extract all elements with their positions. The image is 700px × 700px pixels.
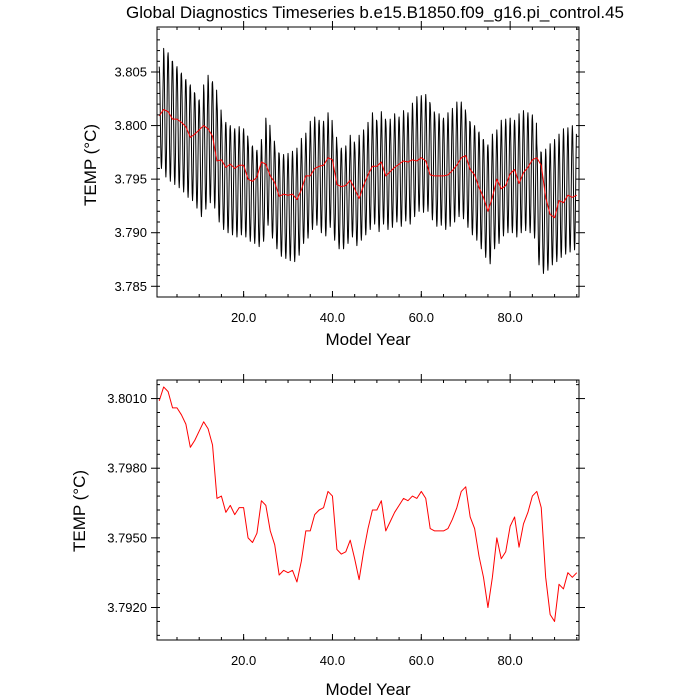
y-tick-label: 3.8010 — [107, 391, 147, 406]
chart-title: Global Diagnostics Timeseries b.e15.B185… — [126, 3, 624, 22]
y-tick-label: 3.805 — [114, 65, 147, 80]
y-tick-label: 3.795 — [114, 172, 147, 187]
plot-frame — [156, 379, 580, 641]
y-tick-label: 3.790 — [114, 225, 147, 240]
y-axis-label: TEMP (°C) — [70, 470, 89, 552]
y-tick-label: 3.7980 — [107, 461, 147, 476]
x-tick-label: 20.0 — [231, 310, 256, 325]
series-line-annual — [158, 109, 577, 219]
series-line-monthly — [158, 47, 577, 274]
x-axis-label: Model Year — [325, 680, 410, 699]
bottom-annual-panel: TEMP (°C) Model Year 3.7920 3.7950 3.7980 3… — [70, 374, 585, 699]
x-tick-label: 40.0 — [320, 653, 345, 668]
y-tick-label: 3.7950 — [107, 530, 147, 545]
x-tick-label: 80.0 — [497, 310, 522, 325]
x-axis-label: Model Year — [325, 330, 410, 349]
x-tick-label: 60.0 — [409, 310, 434, 325]
x-tick-label: 20.0 — [231, 653, 256, 668]
x-tick-label: 60.0 — [409, 653, 434, 668]
top-timeseries-panel: Global Diagnostics Timeseries b.e15.B185… — [81, 3, 624, 349]
plot-frame — [156, 26, 580, 298]
y-axis-label: TEMP (°C) — [81, 124, 100, 206]
x-tick-label: 40.0 — [320, 310, 345, 325]
x-tick-label: 80.0 — [497, 653, 522, 668]
y-tick-label: 3.800 — [114, 118, 147, 133]
y-tick-label: 3.7920 — [107, 600, 147, 615]
y-tick-label: 3.785 — [114, 279, 147, 294]
series-line-series-0 — [158, 386, 578, 622]
